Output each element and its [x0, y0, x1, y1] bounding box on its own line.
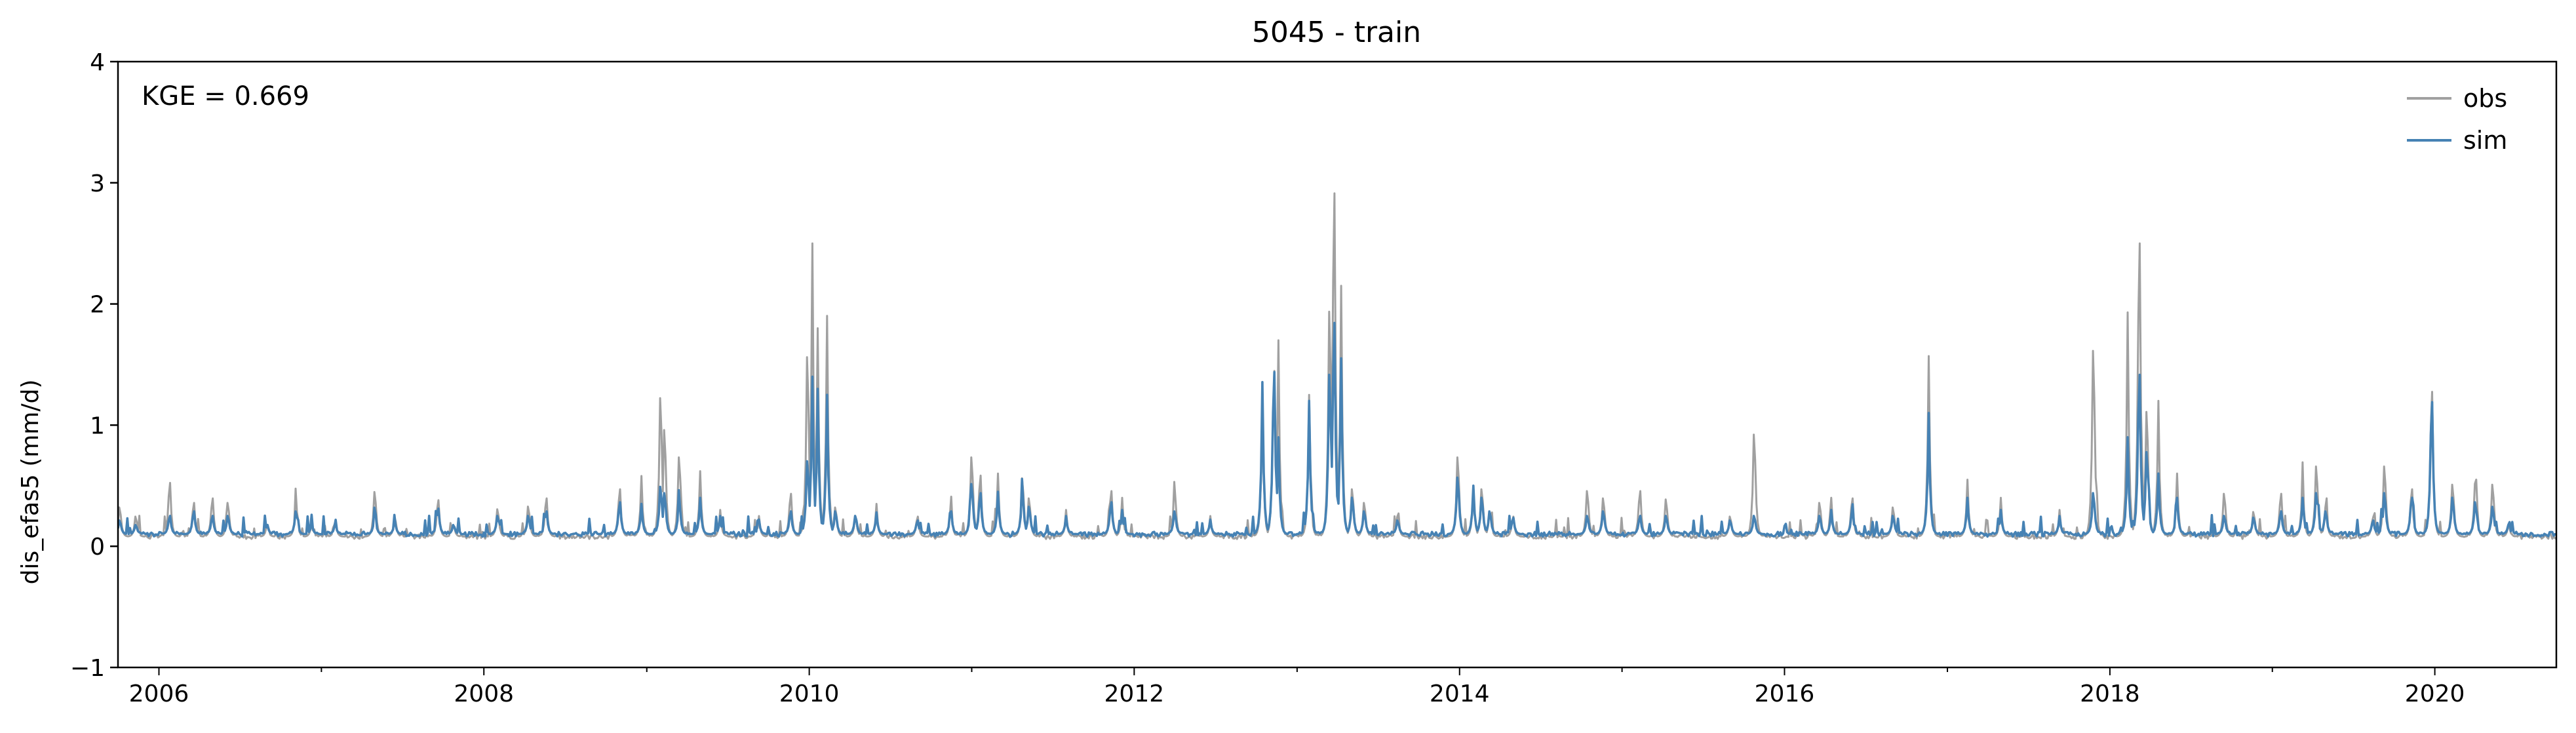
y-axis: −1 0 1 2 3 4: [70, 49, 118, 682]
x-tick-label: 2018: [2080, 681, 2140, 707]
x-tick-label: 2014: [1430, 681, 1490, 707]
x-tick-label: 2008: [454, 681, 514, 707]
plot-area-frame: [117, 60, 2558, 669]
x-axis: 2006 2008 2010 2012 2014 2016 2018 2020: [129, 667, 2465, 707]
series-line-sim: [118, 321, 2556, 538]
series-layer: [118, 192, 2556, 540]
chart-title: 5045 - train: [1252, 16, 1421, 49]
legend-label-sim: sim: [2463, 126, 2507, 155]
y-tick-label: 0: [90, 534, 105, 561]
y-tick-label: 3: [90, 170, 105, 197]
y-tick-label: 2: [90, 292, 105, 319]
legend: obs sim: [2407, 84, 2507, 155]
x-tick-label: 2020: [2405, 681, 2465, 707]
legend-label-obs: obs: [2463, 84, 2507, 113]
x-tick-label: 2006: [129, 681, 189, 707]
y-tick-label: −1: [70, 655, 105, 682]
x-tick-label: 2012: [1104, 681, 1165, 707]
kge-annotation: KGE = 0.669: [142, 81, 309, 111]
y-axis-label: dis_efas5 (mm/d): [17, 380, 44, 585]
x-tick-label: 2016: [1755, 681, 1815, 707]
y-tick-label: 1: [90, 412, 105, 439]
y-tick-label: 4: [90, 49, 105, 76]
x-tick-label: 2010: [779, 681, 840, 707]
